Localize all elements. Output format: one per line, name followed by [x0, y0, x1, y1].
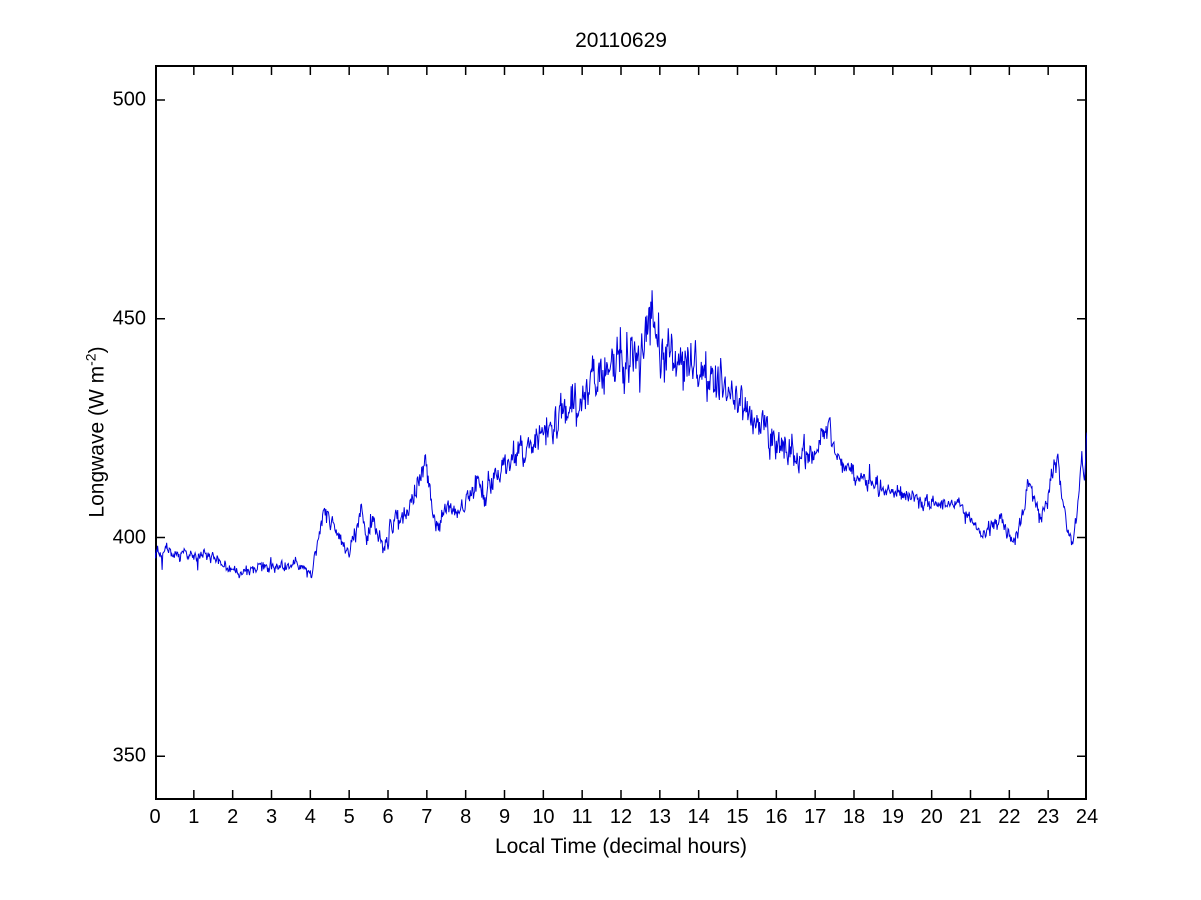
x-tick-label: 1	[188, 806, 200, 828]
x-tick-label: 21	[959, 806, 982, 828]
y-axis-label-text: Longwave (W m	[85, 365, 109, 518]
y-axis-label-close: )	[85, 346, 109, 354]
x-tick-label: 4	[304, 806, 316, 828]
x-tick-label: 20	[920, 806, 943, 828]
x-tick-label: 7	[421, 806, 433, 828]
chart-title: 20110629	[575, 29, 667, 52]
x-tick-label: 19	[881, 806, 904, 828]
x-tick-label: 11	[571, 806, 593, 828]
x-tick-label: 0	[149, 806, 161, 828]
y-axis-label: Longwave (W m-2)	[83, 346, 110, 517]
x-tick-label: 17	[804, 806, 827, 828]
x-axis-label: Local Time (decimal hours)	[494, 835, 748, 858]
y-tick-label: 400	[112, 526, 146, 548]
x-tick-label: 16	[765, 806, 788, 828]
x-tick-label: 22	[998, 806, 1021, 828]
x-tick-label: 8	[460, 806, 472, 828]
x-tick-label: 13	[648, 806, 671, 828]
y-tick-label: 500	[112, 88, 146, 111]
x-tick-label: 2	[227, 806, 239, 828]
x-tick-label: 15	[726, 806, 749, 828]
x-tick-label: 10	[532, 806, 555, 828]
x-tick-label: 23	[1037, 806, 1060, 828]
x-tick-label: 24	[1075, 806, 1099, 828]
x-tick-label: 5	[343, 806, 355, 828]
x-tick-label: 12	[609, 806, 633, 828]
x-tick-label: 18	[842, 806, 866, 828]
x-tick-label: 9	[498, 806, 511, 828]
y-tick-label: 450	[112, 307, 146, 330]
x-tick-label: 14	[687, 806, 710, 828]
x-tick-label: 6	[382, 806, 394, 828]
longwave-series-line	[155, 290, 1087, 579]
plot-area	[155, 65, 1087, 800]
x-tick-label: 3	[265, 806, 278, 828]
y-axis-label-superscript: -2	[82, 353, 99, 366]
line-chart	[155, 65, 1087, 800]
y-tick-label: 350	[112, 744, 146, 767]
